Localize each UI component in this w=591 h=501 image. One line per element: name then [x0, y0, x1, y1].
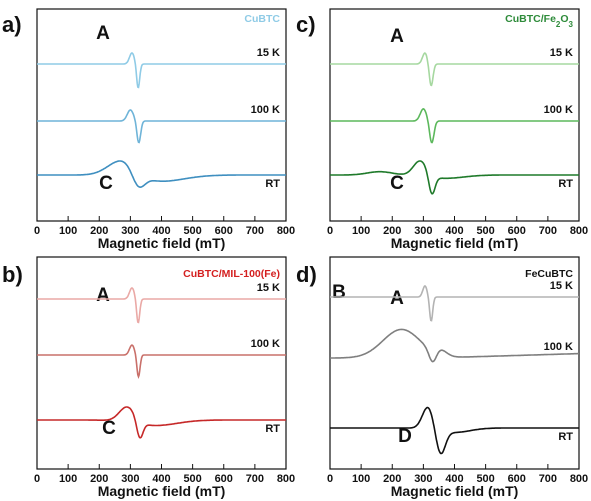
- temperature-label: 15 K: [550, 47, 573, 59]
- x-axis-label: Magnetic field (mT): [391, 483, 519, 499]
- panel-letter: b): [2, 262, 23, 287]
- temperature-label: 15 K: [257, 282, 280, 294]
- panel-c: 0 100 200 300 400 500 600 700 800 Magnetic field …: [296, 8, 588, 251]
- x-tick-label: 500: [183, 473, 201, 485]
- x-tick-label: 300: [121, 225, 139, 237]
- peak-label-C: C: [390, 173, 404, 194]
- peak-label-B: B: [332, 282, 346, 303]
- x-tick-label: 200: [90, 473, 108, 485]
- x-tick-label: 500: [476, 225, 494, 237]
- x-tick-label: 300: [414, 225, 432, 237]
- x-tick-label: 400: [445, 225, 463, 237]
- x-axis-label: Magnetic field (mT): [391, 235, 519, 251]
- spectrum-15k: [330, 285, 579, 322]
- x-tick-label: 0: [34, 473, 40, 485]
- panel-b: 0 100 200 300 400 500 600 700 800 Magnetic field …: [2, 256, 295, 499]
- temperature-label: 100 K: [544, 104, 573, 116]
- x-tick-label: 700: [539, 473, 557, 485]
- temperature-label: 100 K: [251, 338, 280, 350]
- peak-label-C: C: [102, 418, 116, 439]
- x-tick-label: 200: [383, 225, 401, 237]
- peak-label-D: D: [398, 426, 412, 447]
- x-tick-label: 0: [327, 473, 333, 485]
- temperature-label: 100 K: [544, 341, 573, 353]
- x-tick-label: 700: [246, 473, 264, 485]
- x-tick-label: 200: [383, 473, 401, 485]
- x-tick-label: 100: [59, 473, 77, 485]
- x-tick-label: 700: [246, 225, 264, 237]
- spectrum-15k: [330, 52, 579, 87]
- temperature-label: 100 K: [251, 104, 280, 116]
- spectrum-15k: [37, 287, 286, 324]
- peak-label-A: A: [96, 23, 110, 44]
- peak-label-A: A: [390, 26, 404, 47]
- spectrum-rt: [330, 406, 579, 455]
- spectrum-rt: [330, 160, 579, 195]
- x-tick-label: 100: [352, 473, 370, 485]
- sample-label: CuBTC/MIL-100(Fe): [183, 268, 280, 280]
- plot-frame: [36, 256, 287, 470]
- temperature-label: 15 K: [257, 47, 280, 59]
- x-tick-label: 300: [121, 473, 139, 485]
- plot-frame: [329, 8, 580, 222]
- temperature-label: RT: [558, 431, 573, 443]
- x-tick-label: 100: [59, 225, 77, 237]
- spectrum-rt: [37, 160, 286, 189]
- spectrum-100k: [37, 109, 286, 144]
- spectrum-100k: [330, 108, 579, 144]
- spectrum-rt: [37, 406, 286, 439]
- sample-label: CuBTC: [244, 13, 280, 25]
- x-tick-label: 700: [539, 225, 557, 237]
- x-tick-label: 300: [414, 473, 432, 485]
- sample-label: CuBTC/Fe2O3: [505, 13, 573, 29]
- x-tick-label: 600: [215, 225, 233, 237]
- spectrum-15k: [37, 52, 286, 89]
- x-tick-label: 0: [327, 225, 333, 237]
- x-tick-label: 400: [152, 225, 170, 237]
- x-tick-label: 800: [277, 225, 295, 237]
- panel-letter: a): [2, 12, 22, 37]
- peak-label-A: A: [390, 288, 404, 309]
- x-tick-label: 0: [34, 225, 40, 237]
- plot-frame: [329, 256, 580, 470]
- panel-d: 0 100 200 300 400 500 600 700 800 Magnetic field …: [296, 256, 588, 499]
- x-tick-label: 500: [476, 473, 494, 485]
- temperature-label: 15 K: [550, 280, 573, 292]
- plot-frame: [36, 8, 287, 222]
- x-tick-label: 100: [352, 225, 370, 237]
- temperature-label: RT: [265, 423, 280, 435]
- x-tick-label: 800: [570, 473, 588, 485]
- x-tick-label: 800: [277, 473, 295, 485]
- x-tick-label: 400: [152, 473, 170, 485]
- x-axis-label: Magnetic field (mT): [98, 483, 226, 499]
- panel-a: 0 100 200 300 400 500 600 700 800 Magnetic field …: [2, 8, 295, 251]
- spectrum-100k: [330, 328, 579, 363]
- peak-label-C: C: [99, 173, 113, 194]
- x-tick-label: 600: [215, 473, 233, 485]
- temperature-label: RT: [265, 178, 280, 190]
- x-tick-label: 400: [445, 473, 463, 485]
- panel-letter: d): [296, 262, 317, 287]
- panel-letter: c): [296, 12, 316, 37]
- peak-label-A: A: [96, 285, 110, 306]
- x-tick-label: 800: [570, 225, 588, 237]
- x-axis-label: Magnetic field (mT): [98, 235, 226, 251]
- x-tick-label: 500: [183, 225, 201, 237]
- sample-label: FeCuBTC: [525, 268, 573, 280]
- spectrum-100k: [37, 344, 286, 380]
- x-tick-label: 200: [90, 225, 108, 237]
- x-tick-label: 600: [508, 473, 526, 485]
- temperature-label: RT: [558, 178, 573, 190]
- x-tick-label: 600: [508, 225, 526, 237]
